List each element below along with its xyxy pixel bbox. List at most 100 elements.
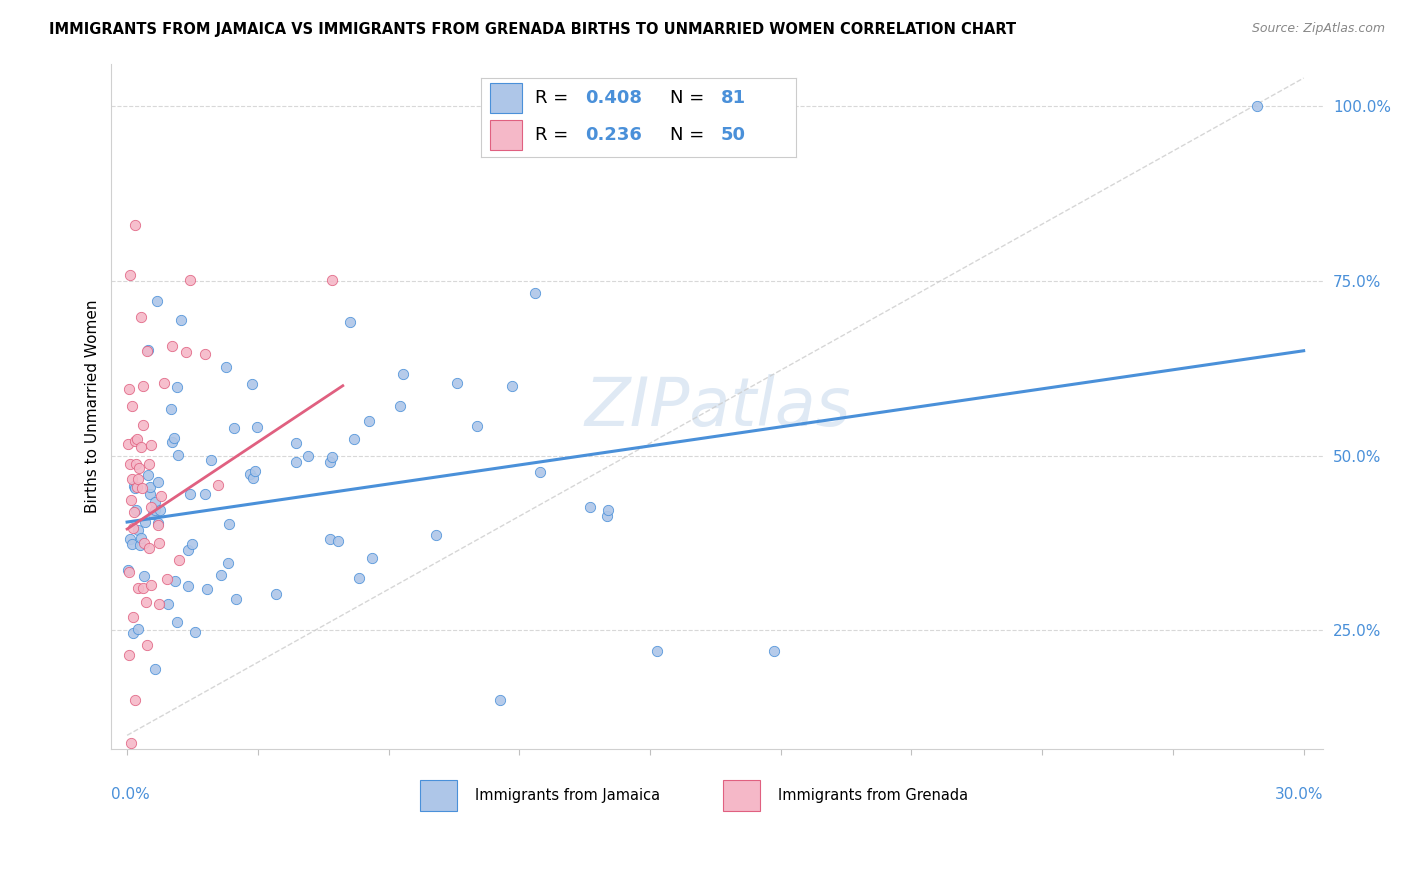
Point: [127, 523, 149, 537]
Point: [209, 568, 232, 582]
Point: [425, 528, 447, 542]
Point: [176, 579, 198, 593]
Point: [162, 434, 184, 449]
Point: [321, 273, 343, 287]
Point: [136, 467, 159, 482]
Point: [183, 624, 205, 639]
Point: [121, 521, 143, 535]
Point: [596, 502, 619, 516]
Point: [177, 543, 200, 558]
Point: [160, 339, 183, 353]
Point: [131, 310, 153, 325]
Point: [194, 347, 217, 361]
Text: Source: ZipAtlas.com: Source: ZipAtlas.com: [1251, 22, 1385, 36]
Point: [125, 480, 148, 494]
Point: [124, 482, 146, 496]
Point: [224, 420, 246, 434]
Point: [264, 586, 287, 600]
Point: [120, 736, 142, 750]
Point: [225, 591, 247, 606]
Point: [141, 500, 163, 514]
Point: [121, 537, 143, 551]
Point: [179, 273, 201, 287]
Point: [246, 420, 269, 434]
Point: [148, 597, 170, 611]
Point: [180, 537, 202, 551]
Point: [166, 615, 188, 629]
Point: [134, 516, 156, 530]
Text: 0.0%: 0.0%: [111, 787, 150, 802]
Point: [159, 402, 181, 417]
Point: [122, 506, 145, 520]
Point: [122, 626, 145, 640]
Point: [149, 502, 172, 516]
Point: [127, 622, 149, 636]
Point: [328, 533, 350, 548]
Point: [132, 418, 155, 433]
Point: [389, 399, 412, 413]
Point: [125, 457, 148, 471]
Point: [465, 418, 488, 433]
Point: [135, 595, 157, 609]
Point: [118, 532, 141, 546]
Point: [321, 450, 343, 464]
Point: [142, 507, 165, 521]
Point: [127, 432, 149, 446]
Point: [146, 516, 169, 531]
Point: [157, 597, 180, 611]
Point: [347, 571, 370, 585]
Point: [217, 556, 239, 570]
Point: [131, 581, 153, 595]
Text: 30.0%: 30.0%: [1275, 787, 1323, 802]
Point: [136, 639, 159, 653]
Y-axis label: Births to Unmarried Women: Births to Unmarried Women: [86, 300, 100, 514]
Point: [139, 486, 162, 500]
Point: [143, 502, 166, 516]
Point: [361, 550, 384, 565]
Point: [167, 553, 190, 567]
Point: [179, 487, 201, 501]
Point: [163, 574, 186, 588]
Point: [122, 479, 145, 493]
Point: [763, 644, 786, 658]
Point: [125, 503, 148, 517]
Point: [150, 489, 173, 503]
Point: [488, 693, 510, 707]
Point: [153, 376, 176, 390]
Point: [121, 472, 143, 486]
Point: [128, 538, 150, 552]
Point: [117, 563, 139, 577]
Point: [131, 482, 153, 496]
Point: [319, 455, 342, 469]
Point: [143, 495, 166, 509]
Point: [122, 610, 145, 624]
Point: [121, 399, 143, 413]
Point: [136, 343, 159, 358]
Point: [297, 449, 319, 463]
Point: [240, 376, 263, 391]
Point: [163, 431, 186, 445]
Point: [135, 343, 157, 358]
Point: [218, 516, 240, 531]
Point: [127, 472, 149, 486]
Point: [120, 492, 142, 507]
Point: [127, 582, 149, 596]
Point: [167, 448, 190, 462]
Point: [141, 437, 163, 451]
Point: [138, 458, 160, 472]
Point: [166, 379, 188, 393]
Point: [194, 487, 217, 501]
Point: [343, 432, 366, 446]
Point: [156, 572, 179, 586]
Point: [284, 436, 307, 450]
Point: [117, 648, 139, 662]
Point: [139, 578, 162, 592]
Point: [124, 693, 146, 707]
Point: [134, 536, 156, 550]
Point: [129, 441, 152, 455]
Point: [645, 644, 668, 658]
Point: [124, 218, 146, 232]
Point: [146, 293, 169, 308]
Point: [118, 458, 141, 472]
Point: [118, 268, 141, 282]
